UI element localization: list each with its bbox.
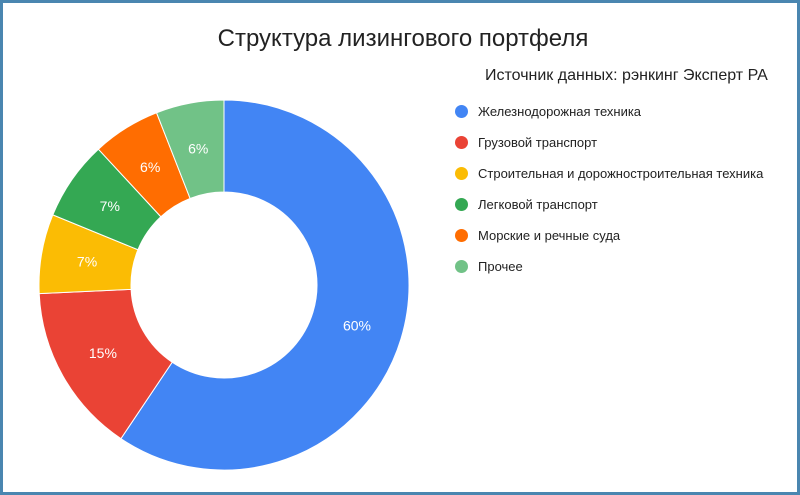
legend-label: Легковой транспорт <box>478 196 598 212</box>
legend-swatch <box>455 197 468 211</box>
legend-label: Грузовой транспорт <box>478 134 598 150</box>
legend-label: Железнодорожная техника <box>478 103 642 119</box>
legend-item-railway: Железнодорожная техника <box>455 101 641 121</box>
legend-swatch <box>455 166 468 180</box>
legend-label: Строительная и дорожностроительная техни… <box>478 165 764 181</box>
slice-label: 60% <box>343 317 371 333</box>
legend-item-trucks: Грузовой транспорт <box>455 132 597 152</box>
legend-item-ships: Морские и речные суда <box>455 225 620 245</box>
slice-other <box>155 99 225 200</box>
slice-trucks <box>38 288 173 440</box>
slice-railway <box>120 99 410 471</box>
legend-swatch <box>455 259 468 273</box>
slice-label: 6% <box>188 140 208 156</box>
chart-title: Структура лизингового портфеля <box>217 25 589 52</box>
legend-swatch <box>455 135 468 149</box>
legend-item-other: Прочее <box>455 256 523 276</box>
slice-label: 15% <box>89 345 117 361</box>
legend-item-construction: Строительная и дорожностроительная техни… <box>455 163 763 183</box>
legend-item-cars: Легковой транспорт <box>455 194 598 214</box>
legend-label: Морские и речные суда <box>478 227 621 243</box>
legend-title: Источник данных: рэнкинг Эксперт РА <box>485 67 768 84</box>
legend-label: Прочее <box>478 258 523 274</box>
slice-label: 7% <box>77 253 97 269</box>
legend-swatch <box>455 228 468 242</box>
legend-swatch <box>455 104 468 118</box>
slice-label: 6% <box>140 159 160 175</box>
slice-label: 7% <box>100 198 120 214</box>
